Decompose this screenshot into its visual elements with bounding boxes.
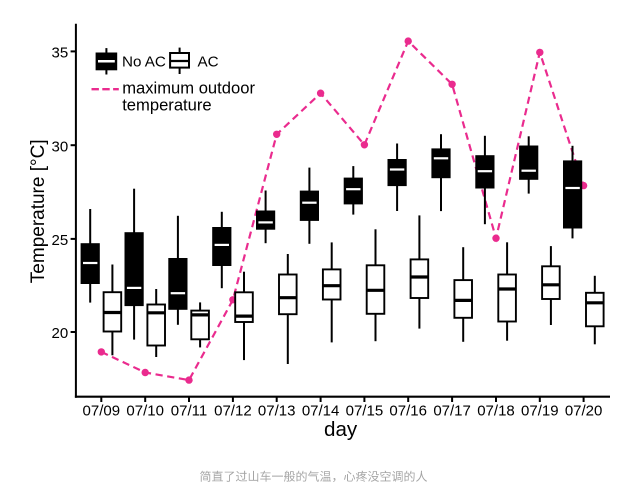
svg-text:07/09: 07/09 [83,402,121,419]
svg-text:temperature: temperature [122,95,211,114]
svg-text:day: day [324,418,358,441]
svg-text:No AC: No AC [122,54,166,71]
svg-text:07/15: 07/15 [346,402,384,419]
svg-text:07/14: 07/14 [302,402,340,419]
svg-text:07/20: 07/20 [565,402,603,419]
svg-text:07/11: 07/11 [171,402,207,419]
svg-text:07/18: 07/18 [477,402,515,419]
svg-text:30: 30 [52,138,69,155]
svg-text:07/10: 07/10 [126,402,164,419]
svg-text:07/13: 07/13 [258,402,296,419]
svg-text:07/16: 07/16 [389,402,427,419]
svg-text:07/12: 07/12 [214,402,252,419]
svg-text:07/19: 07/19 [521,402,559,419]
svg-text:35: 35 [52,45,69,62]
svg-text:maximum outdoor: maximum outdoor [122,79,255,98]
svg-text:20: 20 [52,325,69,342]
svg-text:Temperature [°C]: Temperature [°C] [28,139,49,283]
svg-text:25: 25 [52,232,69,249]
svg-text:AC: AC [198,54,219,71]
svg-text:07/17: 07/17 [433,402,471,419]
